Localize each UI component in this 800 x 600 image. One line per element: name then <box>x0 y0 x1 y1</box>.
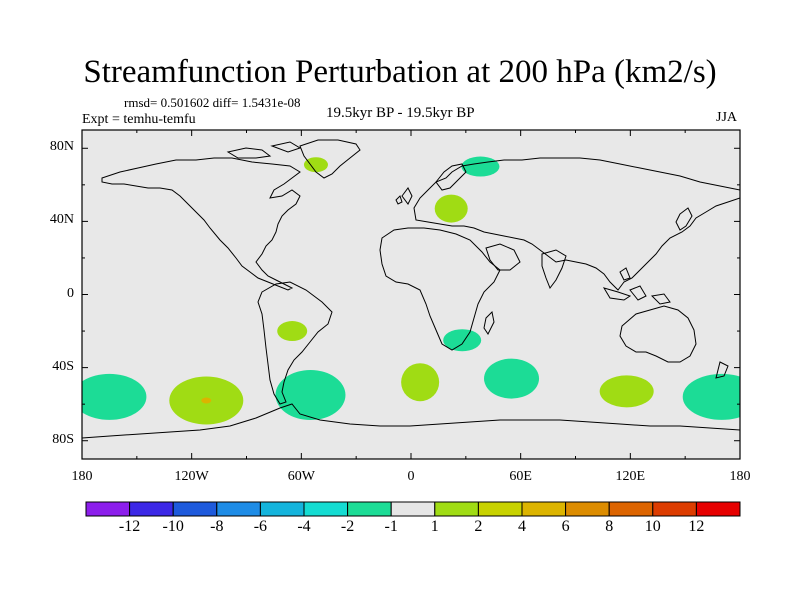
colorbar-swatch <box>695 501 741 517</box>
colorbar-swatch <box>390 501 436 517</box>
coast-arctic-islands <box>226 141 302 159</box>
coast-south-america <box>257 281 333 405</box>
colorbar-swatch <box>259 501 305 517</box>
axis-ticks <box>81 130 741 459</box>
colorbar-label: 2 <box>474 518 483 535</box>
colorbar-swatch <box>172 501 218 517</box>
anomaly-south-indian <box>484 358 540 399</box>
colorbar-label: 12 <box>688 518 705 535</box>
lat-label: 40S <box>52 358 74 374</box>
stats-text: rmsd= 0.501602 diff= 1.5431e-08 <box>124 95 301 110</box>
anomaly-southern-ocean-east-pacific <box>82 373 147 420</box>
colorbar-swatch <box>129 501 174 517</box>
anomaly-drake-passage <box>275 370 346 421</box>
coastlines <box>82 139 740 439</box>
anomaly-eastern-europe <box>434 194 468 223</box>
anomaly-south-atlantic <box>401 363 440 402</box>
anomaly-south-africa <box>443 329 482 352</box>
coast-scandinavia <box>435 163 467 191</box>
anomaly-southern-ocean-120e <box>599 375 654 408</box>
colorbar-swatch <box>347 501 392 517</box>
colorbar <box>85 501 741 517</box>
coast-arabia <box>485 243 521 271</box>
lon-label: 120W <box>174 469 209 484</box>
colorbar-label: -12 <box>118 518 141 535</box>
lon-label: 120E <box>615 469 646 484</box>
coast-antarctica <box>82 403 740 439</box>
colorbar-label: 10 <box>644 518 661 535</box>
coast-new-zealand <box>715 361 729 379</box>
colorbar-swatch <box>652 501 697 517</box>
map-title: Streamfunction Perturbation at 200 hPa (… <box>83 54 717 90</box>
colorbar-swatch <box>521 501 567 517</box>
coast-africa <box>379 227 501 351</box>
colorbar-swatch <box>303 501 349 517</box>
colorbar-swatch <box>216 501 261 517</box>
colorbar-swatch <box>477 501 523 517</box>
colorbar-label: 8 <box>605 518 614 535</box>
anomaly-barents <box>461 156 500 177</box>
coast-eurasia <box>413 157 740 291</box>
lat-label: 40N <box>49 212 74 228</box>
colorbar-label: -4 <box>297 518 311 535</box>
anomaly-greenland <box>303 157 328 173</box>
coast-india <box>541 249 567 290</box>
colorbar-swatch <box>565 501 610 517</box>
coast-madagascar <box>483 310 495 335</box>
colorbar-swatch <box>608 501 654 517</box>
coast-indonesia <box>602 267 671 305</box>
colorbar-swatch <box>434 501 479 517</box>
colorbar-label: 4 <box>518 518 526 535</box>
colorbar-label: 6 <box>561 518 570 535</box>
lon-label: 60W <box>287 469 315 484</box>
coast-greenland <box>299 139 361 179</box>
period-label: 19.5kyr BP - 19.5kyr BP <box>326 105 475 121</box>
colorbar-label: -8 <box>210 518 224 535</box>
colorbar-label: -10 <box>162 518 184 535</box>
anomaly-southern-ocean-dateline <box>682 373 740 420</box>
colorbar-label: -2 <box>340 518 355 535</box>
colorbar-label: -1 <box>384 518 398 535</box>
anomaly-south-pacific-core <box>201 397 212 404</box>
lat-label: 0 <box>67 285 74 301</box>
anomaly-layer <box>82 156 740 425</box>
lat-label: 80S <box>52 431 74 447</box>
lon-label: 180 <box>71 469 93 484</box>
lat-label: 80N <box>49 139 74 155</box>
coast-north-america <box>101 157 301 291</box>
colorbar-label: -6 <box>253 518 268 535</box>
lon-label: 180 <box>729 469 751 484</box>
lon-label: 60E <box>509 469 532 484</box>
anomaly-south-america <box>277 321 308 342</box>
lon-label: 0 <box>407 469 415 484</box>
colorbar-swatch <box>85 501 131 517</box>
colorbar-label: 1 <box>430 518 439 535</box>
coast-japan <box>675 207 693 231</box>
coast-australia <box>619 305 697 363</box>
coast-british-isles <box>395 187 413 205</box>
experiment-label: Expt = temhu-temfu <box>82 112 196 127</box>
season-label: JJA <box>716 110 738 125</box>
